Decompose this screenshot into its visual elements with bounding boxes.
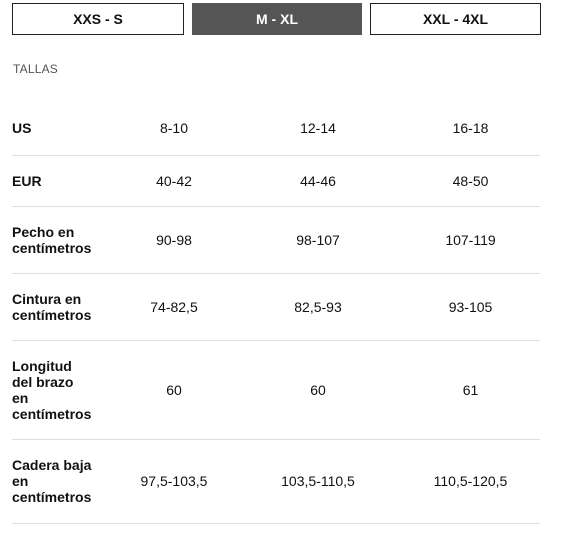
table-cell: 90-98	[113, 206, 235, 274]
table-cell: 48-50	[401, 155, 540, 207]
row-label: US	[12, 101, 113, 156]
tab-xxs-s[interactable]: XXS - S	[12, 3, 184, 35]
table-cell: 12-14	[235, 101, 401, 156]
section-title: TALLAS	[13, 62, 58, 76]
table-cell: 8-10	[113, 101, 235, 156]
row-label: Pecho en centímetros	[12, 206, 113, 274]
table-row-low-hip: Cadera baja en centímetros 97,5-103,5 10…	[12, 439, 540, 524]
table-cell: 97,5-103,5	[113, 439, 235, 524]
row-label: Cadera baja en centímetros	[12, 439, 113, 524]
table-cell: 107-119	[401, 206, 540, 274]
table-row-us: US 8-10 12-14 16-18	[12, 101, 540, 156]
tab-m-xl[interactable]: M - XL	[192, 3, 362, 35]
table-cell: 74-82,5	[113, 273, 235, 341]
size-range-tabs: XXS - S M - XL XXL - 4XL	[12, 3, 541, 35]
table-cell: 93-105	[401, 273, 540, 341]
row-label: EUR	[12, 155, 113, 207]
row-label: Longitud del brazo en centímetros	[12, 340, 113, 440]
table-row-chest: Pecho en centímetros 90-98 98-107 107-11…	[12, 206, 540, 274]
table-cell: 110,5-120,5	[401, 439, 540, 524]
table-cell: 60	[113, 340, 235, 440]
table-cell: 61	[401, 340, 540, 440]
table-row-waist: Cintura en centímetros 74-82,5 82,5-93 9…	[12, 273, 540, 341]
table-cell: 44-46	[235, 155, 401, 207]
table-cell: 60	[235, 340, 401, 440]
table-cell: 103,5-110,5	[235, 439, 401, 524]
tab-xxl-4xl[interactable]: XXL - 4XL	[370, 3, 541, 35]
table-cell: 40-42	[113, 155, 235, 207]
table-row-eur: EUR 40-42 44-46 48-50	[12, 155, 540, 207]
row-label: Cintura en centímetros	[12, 273, 113, 341]
size-table: US 8-10 12-14 16-18 EUR 40-42 44-46 48-5…	[12, 101, 540, 524]
table-cell: 16-18	[401, 101, 540, 156]
table-cell: 82,5-93	[235, 273, 401, 341]
table-row-arm-length: Longitud del brazo en centímetros 60 60 …	[12, 340, 540, 440]
table-cell: 98-107	[235, 206, 401, 274]
